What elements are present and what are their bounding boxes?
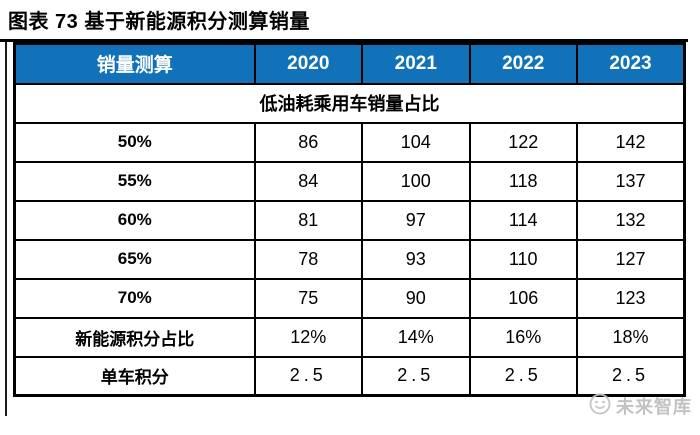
cell-value: 81 [253,199,364,241]
cell-value: 132 [575,199,686,241]
title-underline-rule [0,39,688,42]
table-row: 70% 75 90 106 123 [13,277,686,319]
section-label: 低油耗乘用车销量占比 [13,82,686,124]
cell-value: 84 [253,160,364,202]
table-row: 新能源积分占比 12% 14% 16% 18% [13,316,686,358]
row-label: 50% [13,121,256,163]
table-row: 单车积分 2.5 2.5 2.5 2.5 [13,355,686,397]
cell-value: 114 [468,199,578,241]
header-cell-2022: 2022 [468,42,578,85]
cell-value: 75 [253,277,364,319]
sales-forecast-table: 销量测算 2020 2021 2022 2023 低油耗乘用车销量占比 50% … [13,42,686,397]
cell-value: 97 [361,199,471,241]
cell-value: 127 [575,238,686,280]
header-row: 销量测算 2020 2021 2022 2023 [13,42,686,85]
cell-value: 122 [468,121,578,163]
figure-left-rule [5,42,7,416]
cell-value: 12% [253,316,364,358]
cell-value: 18% [575,316,686,358]
section-row: 低油耗乘用车销量占比 [13,82,686,124]
cell-value: 2.5 [253,355,364,397]
header-cell-2023: 2023 [575,42,686,85]
cell-value: 86 [253,121,364,163]
cell-value: 2.5 [361,355,471,397]
row-label: 65% [13,238,256,280]
row-label: 单车积分 [13,355,256,397]
cell-value: 78 [253,238,364,280]
cell-value: 137 [575,160,686,202]
cell-value: 110 [468,238,578,280]
header-cell-metric: 销量测算 [13,42,256,85]
table-row: 50% 86 104 122 142 [13,121,686,163]
header-cell-2021: 2021 [361,42,471,85]
row-label: 70% [13,277,256,319]
cell-value: 142 [575,121,686,163]
cell-value: 2.5 [468,355,578,397]
cell-value: 123 [575,277,686,319]
table-row: 55% 84 100 118 137 [13,160,686,202]
cell-value: 16% [468,316,578,358]
cell-value: 14% [361,316,471,358]
cell-value: 118 [468,160,578,202]
row-label: 55% [13,160,256,202]
cell-value: 93 [361,238,471,280]
cell-value: 104 [361,121,471,163]
table-row: 60% 81 97 114 132 [13,199,686,241]
row-label: 60% [13,199,256,241]
cell-value: 106 [468,277,578,319]
row-label: 新能源积分占比 [13,316,256,358]
cell-value: 100 [361,160,471,202]
header-cell-2020: 2020 [253,42,364,85]
cell-value: 90 [361,277,471,319]
cell-value: 2.5 [575,355,686,397]
table-row: 65% 78 93 110 127 [13,238,686,280]
figure-title: 图表 73 基于新能源积分测算销量 [8,11,310,33]
